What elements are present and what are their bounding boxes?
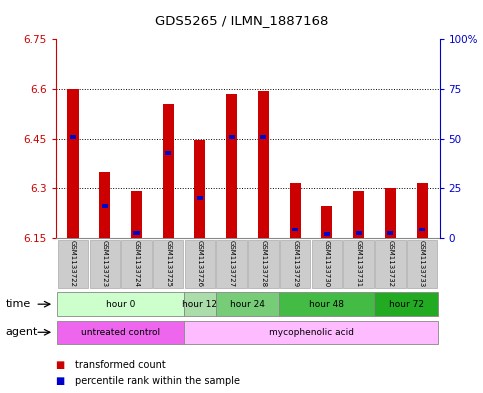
- Text: ■: ■: [56, 376, 65, 386]
- Text: GSM1133733: GSM1133733: [419, 240, 425, 287]
- Text: hour 72: hour 72: [389, 300, 424, 309]
- Text: GDS5265 / ILMN_1887168: GDS5265 / ILMN_1887168: [155, 14, 328, 27]
- FancyBboxPatch shape: [121, 240, 152, 288]
- FancyBboxPatch shape: [312, 240, 342, 288]
- Bar: [260, 135, 267, 139]
- FancyBboxPatch shape: [374, 292, 438, 316]
- Bar: [194, 140, 205, 238]
- FancyBboxPatch shape: [216, 292, 279, 316]
- FancyBboxPatch shape: [57, 321, 184, 344]
- Bar: [131, 191, 142, 238]
- Bar: [68, 89, 79, 238]
- Bar: [133, 231, 140, 235]
- Bar: [99, 172, 110, 238]
- Bar: [321, 206, 332, 238]
- Text: GSM1133722: GSM1133722: [70, 240, 76, 287]
- Text: GSM1133730: GSM1133730: [324, 240, 330, 287]
- FancyBboxPatch shape: [153, 240, 184, 288]
- Bar: [419, 228, 425, 231]
- Bar: [385, 188, 396, 238]
- Text: time: time: [6, 299, 31, 309]
- FancyBboxPatch shape: [248, 240, 279, 288]
- Bar: [292, 228, 298, 231]
- Text: hour 0: hour 0: [106, 300, 135, 309]
- Text: GSM1133729: GSM1133729: [292, 240, 298, 287]
- FancyBboxPatch shape: [57, 292, 184, 316]
- Text: GSM1133732: GSM1133732: [387, 240, 393, 287]
- Bar: [165, 151, 171, 155]
- Text: percentile rank within the sample: percentile rank within the sample: [75, 376, 240, 386]
- Bar: [387, 231, 393, 235]
- Text: GSM1133725: GSM1133725: [165, 240, 171, 287]
- Bar: [416, 183, 427, 238]
- Text: hour 48: hour 48: [310, 300, 344, 309]
- FancyBboxPatch shape: [58, 240, 88, 288]
- Text: GSM1133728: GSM1133728: [260, 240, 267, 287]
- FancyBboxPatch shape: [216, 240, 247, 288]
- Text: GSM1133726: GSM1133726: [197, 240, 203, 287]
- FancyBboxPatch shape: [343, 240, 374, 288]
- Bar: [70, 135, 76, 139]
- Bar: [226, 94, 237, 238]
- FancyBboxPatch shape: [280, 240, 311, 288]
- Bar: [228, 135, 235, 139]
- Bar: [324, 233, 330, 237]
- FancyBboxPatch shape: [375, 240, 406, 288]
- Bar: [163, 104, 174, 238]
- FancyBboxPatch shape: [407, 240, 437, 288]
- FancyBboxPatch shape: [89, 240, 120, 288]
- FancyBboxPatch shape: [279, 292, 374, 316]
- Text: GSM1133723: GSM1133723: [102, 240, 108, 287]
- Bar: [197, 196, 203, 200]
- Text: transformed count: transformed count: [75, 360, 166, 370]
- Text: GSM1133724: GSM1133724: [133, 240, 140, 287]
- Text: agent: agent: [6, 327, 38, 337]
- Bar: [258, 90, 269, 238]
- Text: mycophenolic acid: mycophenolic acid: [269, 328, 354, 337]
- Bar: [355, 231, 362, 235]
- FancyBboxPatch shape: [185, 240, 215, 288]
- Bar: [353, 191, 364, 238]
- Text: hour 12: hour 12: [183, 300, 217, 309]
- Text: GSM1133731: GSM1133731: [355, 240, 362, 287]
- Bar: [290, 183, 301, 238]
- Text: hour 24: hour 24: [230, 300, 265, 309]
- Text: untreated control: untreated control: [81, 328, 160, 337]
- Text: ■: ■: [56, 360, 65, 370]
- Bar: [102, 204, 108, 208]
- FancyBboxPatch shape: [184, 321, 438, 344]
- FancyBboxPatch shape: [184, 292, 216, 316]
- Text: GSM1133727: GSM1133727: [228, 240, 235, 287]
